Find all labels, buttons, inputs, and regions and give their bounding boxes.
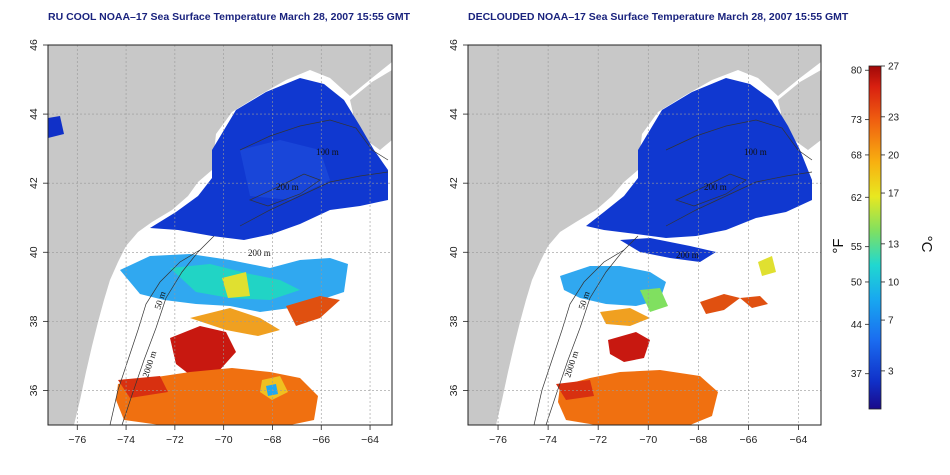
fahrenheit-tick-label: 62 xyxy=(851,193,863,204)
fahrenheit-tick-label: 80 xyxy=(851,66,863,77)
x-tick-label: −72 xyxy=(166,434,184,446)
celsius-tick-label: 7 xyxy=(888,316,894,327)
x-tick-label: −76 xyxy=(489,434,507,446)
y-tick-label: 42 xyxy=(28,177,40,189)
y-tick-label: 46 xyxy=(448,39,460,51)
colorbar-gradient xyxy=(868,65,882,410)
x-tick-label: −64 xyxy=(361,434,379,446)
y-tick-label: 46 xyxy=(28,39,40,51)
left-map-panel: 200 m 100 m 200 m 50 m 2000 m −76 −74 −72−… xyxy=(28,39,393,446)
fahrenheit-tick-label: 37 xyxy=(851,369,863,380)
celsius-tick-label: 10 xyxy=(888,277,900,288)
y-tick-label: 38 xyxy=(28,315,40,327)
left-label-200m: 200 m xyxy=(248,248,271,258)
fahrenheit-tick-label: 73 xyxy=(851,115,863,126)
right-map-gridlines xyxy=(468,44,821,425)
left-map-title: RU COOL NOAA–17 Sea Surface Temperature … xyxy=(48,11,411,23)
fahrenheit-tick-label: 44 xyxy=(851,320,863,331)
right-map-warm-water xyxy=(608,332,650,362)
left-label-400m: 200 m xyxy=(276,182,299,192)
y-tick-label: 44 xyxy=(448,108,460,120)
x-tick-label: −76 xyxy=(68,434,86,446)
y-tick-label: 42 xyxy=(448,177,460,189)
right-label-200m: 200 m xyxy=(676,250,699,260)
right-map-mid-water xyxy=(560,266,666,306)
y-tick-label: 36 xyxy=(28,384,40,396)
left-map-land xyxy=(48,45,392,425)
right-map-axes: −76 −74 −72 −70 −68 −66 −64 36 38 40 42 44 46 xyxy=(448,39,808,446)
left-map-frame xyxy=(47,44,393,426)
celsius-tick-label: 23 xyxy=(888,112,900,123)
x-tick-label: −64 xyxy=(790,434,808,446)
y-tick-label: 36 xyxy=(448,384,460,396)
x-tick-label: −72 xyxy=(589,434,607,446)
right-map-cold-water xyxy=(586,78,812,238)
right-map-frame xyxy=(467,44,822,426)
left-label-100m: 100 m xyxy=(316,147,339,157)
celsius-tick-label: 13 xyxy=(888,239,900,250)
x-tick-label: −68 xyxy=(264,434,282,446)
celsius-tick-label: 17 xyxy=(888,189,900,200)
x-tick-label: −66 xyxy=(739,434,757,446)
fahrenheit-tick-label: 68 xyxy=(851,150,863,161)
x-tick-label: −70 xyxy=(639,434,657,446)
y-tick-label: 40 xyxy=(448,246,460,258)
fahrenheit-tick-label: 50 xyxy=(851,277,863,288)
x-tick-label: −66 xyxy=(312,434,330,446)
y-tick-label: 44 xyxy=(28,108,40,120)
x-tick-label: −74 xyxy=(117,434,135,446)
left-map-warm-water xyxy=(170,326,236,378)
y-tick-label: 38 xyxy=(448,315,460,327)
left-map-axes: −76 −74 −72 −70 −68 −66 −64 36 38 40 42 44 46 xyxy=(28,39,379,446)
celsius-tick-label: 27 xyxy=(888,62,900,73)
right-map-panel: 200 m 100 m 200 m 50 m 2000 m −76 −74 −72−… xyxy=(448,39,822,446)
fahrenheit-label: °F xyxy=(830,238,847,253)
x-tick-label: −74 xyxy=(539,434,557,446)
y-tick-label: 40 xyxy=(28,246,40,258)
x-tick-label: −70 xyxy=(215,434,233,446)
right-map-land xyxy=(468,45,821,425)
right-label-100m: 100 m xyxy=(744,147,767,157)
fahrenheit-tick-label: 55 xyxy=(851,242,863,253)
right-map-title: DECLOUDED NOAA–17 Sea Surface Temperatur… xyxy=(468,11,849,23)
celsius-label: °C xyxy=(918,236,935,253)
celsius-tick-label: 20 xyxy=(888,150,900,161)
celsius-tick-label: 3 xyxy=(888,366,894,377)
right-label-400m: 200 m xyxy=(704,182,727,192)
x-tick-label: −68 xyxy=(689,434,707,446)
